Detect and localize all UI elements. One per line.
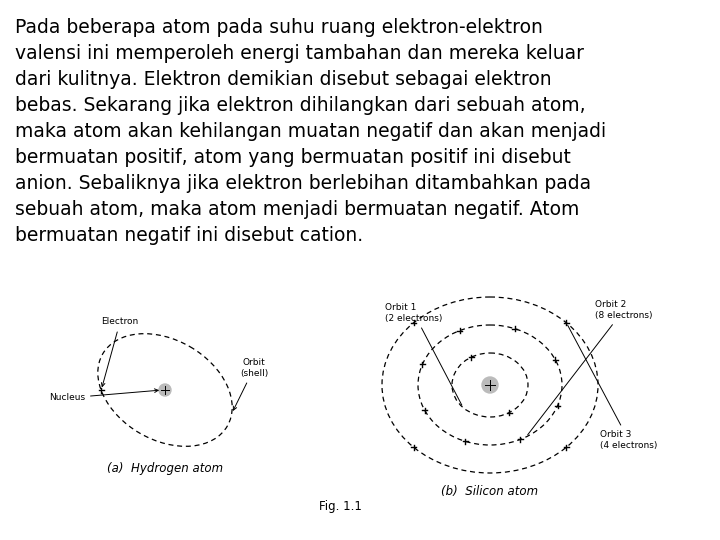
Text: Orbit 1
(2 electrons): Orbit 1 (2 electrons)	[385, 303, 462, 405]
Text: sebuah atom, maka atom menjadi bermuatan negatif. Atom: sebuah atom, maka atom menjadi bermuatan…	[15, 200, 580, 219]
Text: dari kulitnya. Elektron demikian disebut sebagai elektron: dari kulitnya. Elektron demikian disebut…	[15, 70, 552, 89]
Text: Nucleus: Nucleus	[49, 389, 158, 402]
Text: Orbit 2
(8 electrons): Orbit 2 (8 electrons)	[528, 300, 652, 435]
Circle shape	[482, 377, 498, 393]
Circle shape	[159, 384, 171, 396]
Text: (b)  Silicon atom: (b) Silicon atom	[441, 485, 539, 498]
Text: Orbit
(shell): Orbit (shell)	[233, 359, 269, 410]
Text: Fig. 1.1: Fig. 1.1	[318, 500, 361, 513]
Text: maka atom akan kehilangan muatan negatif dan akan menjadi: maka atom akan kehilangan muatan negatif…	[15, 122, 606, 141]
Text: bebas. Sekarang jika elektron dihilangkan dari sebuah atom,: bebas. Sekarang jika elektron dihilangka…	[15, 96, 585, 115]
Text: Electron: Electron	[102, 318, 139, 387]
Text: valensi ini memperoleh energi tambahan dan mereka keluar: valensi ini memperoleh energi tambahan d…	[15, 44, 584, 63]
Text: bermuatan negatif ini disebut cation.: bermuatan negatif ini disebut cation.	[15, 226, 363, 245]
Text: Pada beberapa atom pada suhu ruang elektron-elektron: Pada beberapa atom pada suhu ruang elekt…	[15, 18, 543, 37]
Text: anion. Sebaliknya jika elektron berlebihan ditambahkan pada: anion. Sebaliknya jika elektron berlebih…	[15, 174, 591, 193]
Text: (a)  Hydrogen atom: (a) Hydrogen atom	[107, 462, 223, 475]
Text: Orbit 3
(4 electrons): Orbit 3 (4 electrons)	[567, 325, 657, 450]
Text: bermuatan positif, atom yang bermuatan positif ini disebut: bermuatan positif, atom yang bermuatan p…	[15, 148, 571, 167]
